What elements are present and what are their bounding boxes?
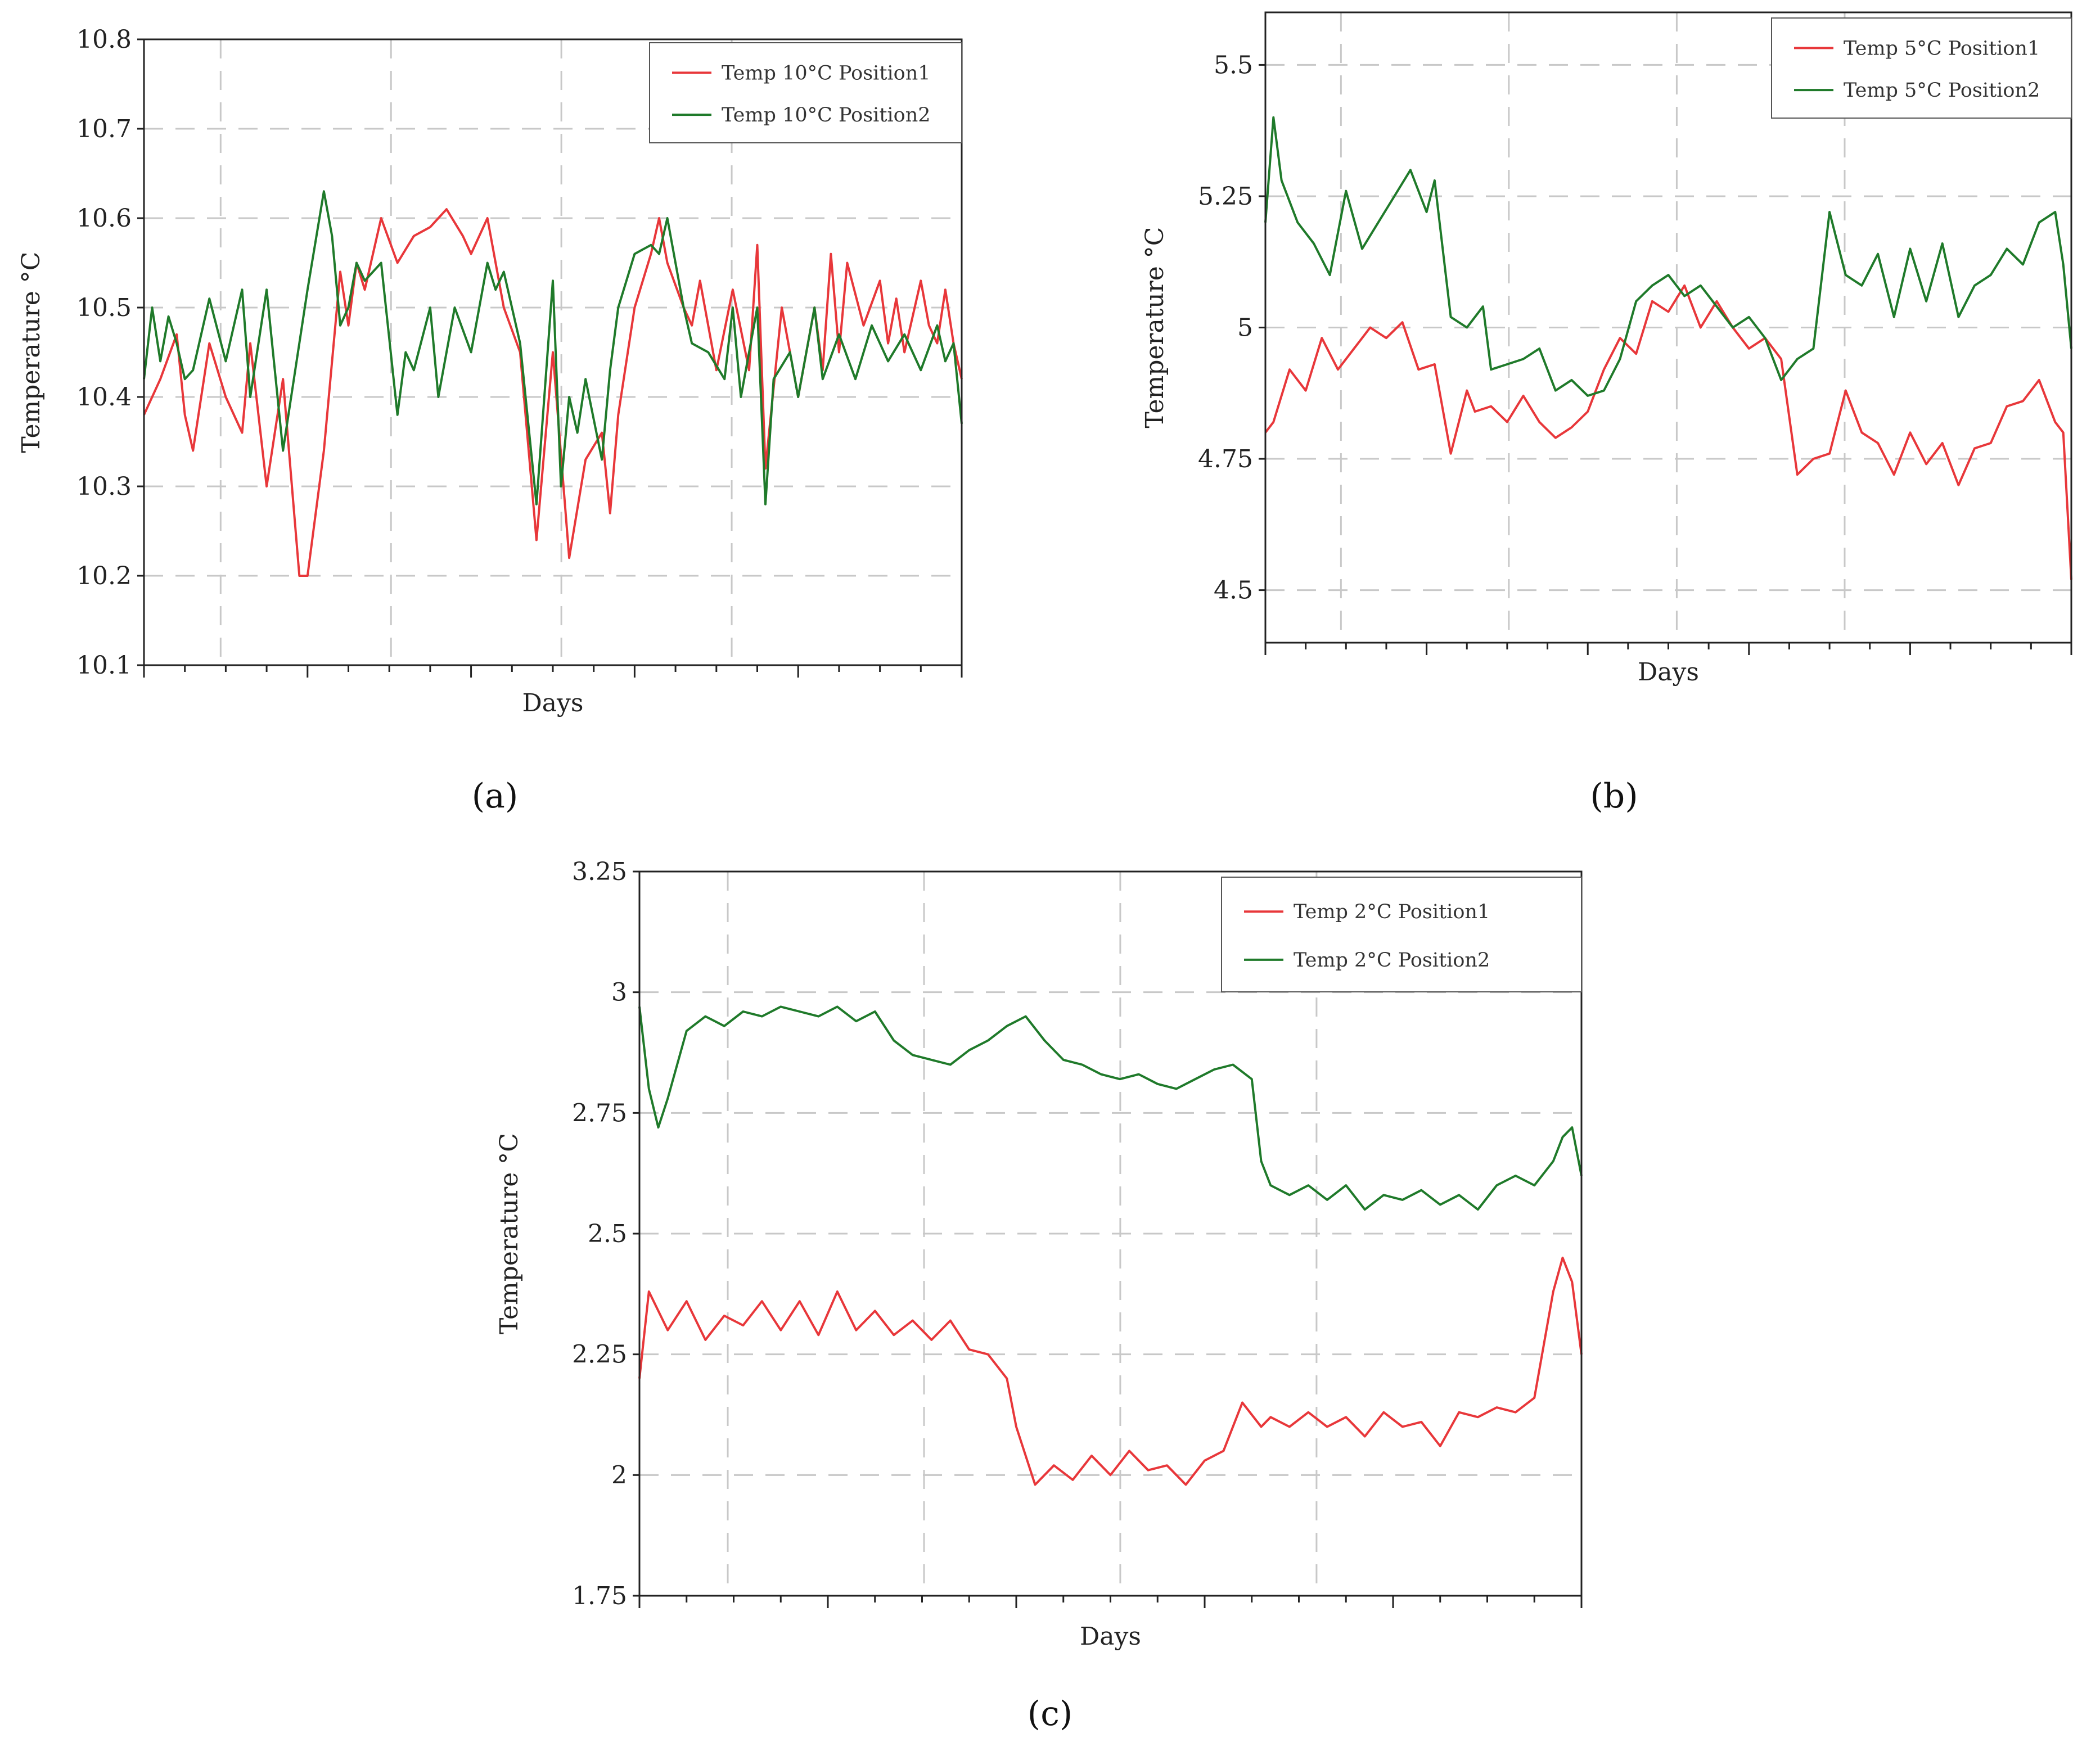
y-tick-label-c-5: 3 — [611, 978, 627, 1007]
chart-panel-c: 1.75 2 2.25 2.5 2.75 3 3.25 Days Temperature °C T… — [495, 857, 1583, 1651]
legend-label-c-1: Temp 2°C Position1 — [1294, 901, 1490, 923]
y-tick-label-b-1: 4.75 — [1198, 445, 1253, 473]
legend-box-a — [649, 42, 962, 143]
y-tick-label-a-2: 10.3 — [76, 472, 132, 501]
y-tick-label-c-2: 2.25 — [572, 1340, 627, 1369]
y-tick-label-b-2: 5 — [1237, 314, 1253, 342]
y-tick-label-c-1: 2 — [611, 1461, 627, 1489]
x-axis-label-c: Days — [1080, 1622, 1141, 1651]
legend-label-b-1: Temp 5°C Position1 — [1844, 37, 2040, 60]
legend-label-a-1: Temp 10°C Position1 — [722, 62, 931, 84]
series-line-a-1 — [143, 208, 963, 577]
legend-box-c — [1221, 877, 1582, 992]
x-axis-label-a: Days — [522, 689, 584, 717]
y-tick-label-c-3: 2.5 — [588, 1220, 627, 1248]
legend-c: Temp 2°C Position1 Temp 2°C Position2 — [1221, 877, 1582, 992]
y-tick-label-a-5: 10.6 — [76, 204, 132, 233]
y-tick-label-b-4: 5.5 — [1214, 51, 1253, 79]
x-axis-label-b: Days — [1638, 658, 1699, 687]
panel-label-c: (c) — [1028, 1694, 1072, 1734]
legend-label-a-2: Temp 10°C Position2 — [722, 104, 931, 127]
y-tick-label-a-7: 10.8 — [76, 25, 132, 54]
y-tick-label-a-0: 10.1 — [76, 651, 132, 680]
chart-panel-b: 4.5 4.75 5 5.25 5.5 Days Temperature °C Temp 5°… — [1141, 11, 2072, 687]
legend-label-b-2: Temp 5°C Position2 — [1844, 79, 2040, 102]
y-axis-label-b: Temperature °C — [1141, 227, 1169, 428]
y-tick-label-a-3: 10.4 — [76, 383, 132, 412]
y-tick-label-c-6: 3.25 — [572, 857, 627, 886]
legend-box-b — [1771, 17, 2072, 119]
panel-label-a: (a) — [472, 777, 519, 816]
series-line-a-2 — [143, 190, 963, 505]
series-line-b-2 — [1264, 116, 2072, 397]
chart-panel-a: 10.1 10.2 10.3 10.4 10.5 10.6 10.7 10.8 Days Temp… — [17, 25, 963, 717]
legend-label-c-2: Temp 2°C Position2 — [1294, 949, 1490, 972]
series-line-c-2 — [638, 1005, 1583, 1211]
series-line-c-1 — [638, 1256, 1583, 1486]
legend-a: Temp 10°C Position1 Temp 10°C Position2 — [649, 42, 962, 143]
y-axis-label-c: Temperature °C — [495, 1133, 524, 1334]
y-tick-label-c-0: 1.75 — [572, 1582, 627, 1610]
y-tick-label-b-3: 5.25 — [1198, 182, 1253, 211]
y-tick-label-c-4: 2.75 — [572, 1099, 627, 1127]
panel-label-b: (b) — [1590, 777, 1638, 816]
legend-b: Temp 5°C Position1 Temp 5°C Position2 — [1771, 17, 2072, 119]
y-tick-label-b-0: 4.5 — [1214, 576, 1253, 605]
y-axis-label-a: Temperature °C — [17, 252, 46, 453]
y-tick-label-a-1: 10.2 — [76, 562, 132, 590]
y-tick-label-a-4: 10.5 — [76, 294, 132, 322]
series-line-b-1 — [1264, 284, 2072, 580]
y-tick-label-a-6: 10.7 — [76, 115, 132, 143]
